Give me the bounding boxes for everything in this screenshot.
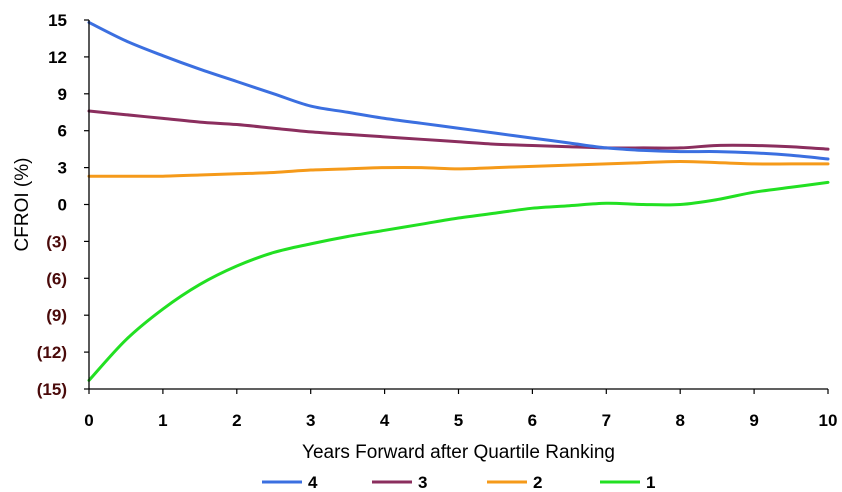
x-tick-label: 6	[528, 411, 537, 430]
legend: 4 3 2 1	[262, 473, 655, 492]
y-tick-label: 15	[48, 11, 67, 30]
series-lines	[87, 20, 830, 382]
y-tick-label: 3	[58, 159, 67, 178]
x-tick-label: 0	[84, 411, 93, 430]
x-tick-label: 10	[819, 411, 838, 430]
axes	[88, 20, 828, 390]
y-tick-label: 6	[58, 122, 67, 141]
legend-item-2: 2	[487, 473, 542, 492]
y-axis-title: CFROI (%)	[12, 158, 33, 252]
x-tick-label: 3	[306, 411, 315, 430]
legend-item-1: 1	[600, 473, 655, 492]
x-tick-labels: 0 1 2 3 4 5 6 7 8 9 10	[84, 411, 837, 430]
x-tick-label: 9	[749, 411, 758, 430]
legend-label: 3	[418, 473, 427, 492]
y-tick-label: 12	[48, 48, 67, 67]
legend-item-3: 3	[372, 473, 427, 492]
series-line-4	[87, 20, 830, 161]
tick-marks	[84, 19, 829, 394]
y-tick-labels: 15 12 9 6 3 0 (3) (6) (9) (12) (15)	[37, 11, 67, 399]
series-line-2	[87, 159, 830, 178]
y-tick-label: (15)	[37, 380, 67, 399]
series-line-3	[87, 109, 830, 151]
series-line-1	[87, 180, 830, 382]
legend-label: 4	[308, 473, 318, 492]
y-tick-label: (12)	[37, 343, 67, 362]
x-tick-label: 4	[380, 411, 390, 430]
legend-label: 2	[533, 473, 542, 492]
y-tick-label: (9)	[46, 306, 67, 325]
y-tick-label: 9	[58, 85, 67, 104]
x-tick-label: 2	[232, 411, 241, 430]
x-tick-label: 7	[602, 411, 611, 430]
y-tick-label: (3)	[46, 232, 67, 251]
x-axis-title: Years Forward after Quartile Ranking	[302, 442, 615, 463]
x-tick-label: 1	[158, 411, 167, 430]
y-tick-label: (6)	[46, 269, 67, 288]
x-tick-label: 5	[454, 411, 463, 430]
legend-item-4: 4	[262, 473, 318, 492]
legend-label: 1	[646, 473, 655, 492]
x-tick-label: 8	[675, 411, 684, 430]
y-tick-label: 0	[58, 196, 67, 215]
